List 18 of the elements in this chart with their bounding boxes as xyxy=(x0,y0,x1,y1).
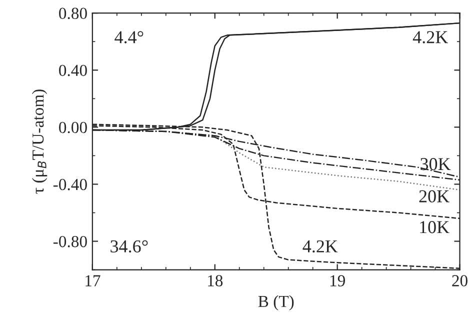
y-axis-title: τ (μ$_{B}$T/U-atom) xyxy=(32,90,48,194)
y-tick-label: 0.00 xyxy=(59,122,87,134)
annotation: 4.2K xyxy=(302,240,338,253)
x-tick-label: 18 xyxy=(208,275,223,286)
x-tick-label: 19 xyxy=(330,275,345,286)
x-axis-title: B (T) xyxy=(258,295,294,310)
x-tick-label: 20 xyxy=(452,275,468,286)
x-tick-label: 17 xyxy=(86,275,100,286)
y-tick-label: -0.80 xyxy=(53,236,87,248)
annotation: 30K xyxy=(420,158,451,170)
annotation: 34.6° xyxy=(110,240,148,253)
annotation: 4.2K xyxy=(412,31,448,44)
annotation: 20K xyxy=(419,190,450,202)
y-tick-label: -0.40 xyxy=(53,178,87,190)
annotation: 4.4° xyxy=(114,31,144,44)
y-tick-label: 0.40 xyxy=(59,64,87,76)
annotation: 10K xyxy=(420,221,450,234)
y-tick-label: 0.80 xyxy=(59,8,87,20)
